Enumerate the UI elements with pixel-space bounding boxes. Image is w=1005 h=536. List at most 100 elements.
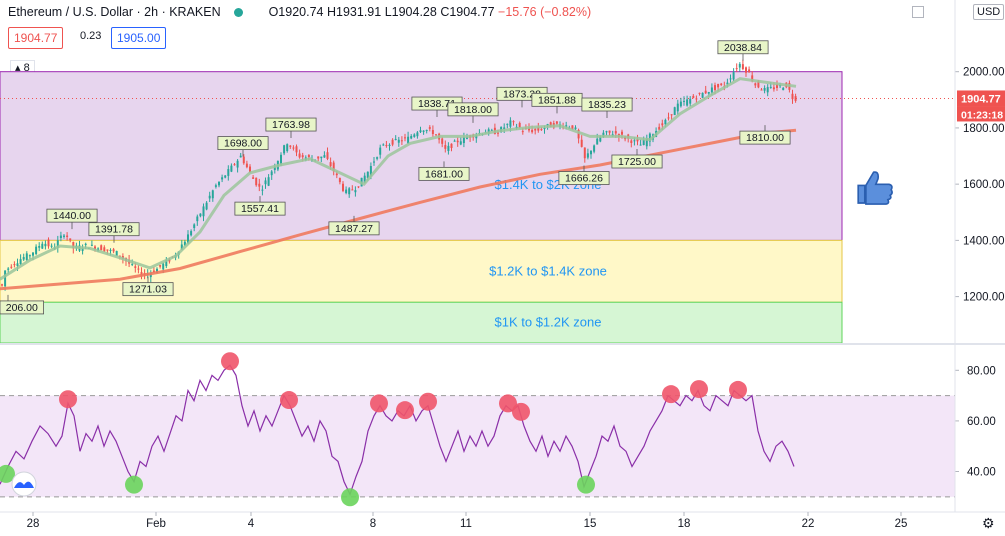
candle-body [416, 132, 419, 137]
interval-label[interactable]: 2h [144, 5, 159, 19]
candle-body [546, 124, 549, 126]
overbought-marker-3 [370, 394, 388, 413]
candle-body [503, 127, 506, 130]
buy-button[interactable]: 1905.00 [111, 27, 167, 49]
candle-body [348, 188, 351, 195]
candle-body [249, 166, 251, 173]
candle-body [686, 99, 689, 106]
overbought-marker-10 [729, 380, 747, 399]
symbol-title[interactable]: Ethereum / U.S. Dollar [8, 5, 134, 19]
candle-body [683, 100, 685, 102]
candle-body [769, 86, 772, 88]
sell-button[interactable]: 1904.77 [8, 27, 64, 49]
candle-body [459, 141, 462, 145]
time-tick-label-1: Feb [146, 518, 166, 530]
candle-body [112, 249, 115, 252]
swing-label-15: 1725.00 [618, 156, 656, 168]
candle-body [540, 129, 543, 131]
swing-label-box-13 [558, 171, 610, 185]
overbought-marker-7 [512, 402, 530, 421]
candle-body [447, 145, 450, 151]
candle-body [363, 175, 366, 183]
candle-body [766, 87, 769, 93]
candle-body [338, 177, 341, 183]
candle-body [109, 249, 112, 251]
candle-body [100, 245, 103, 251]
candle-body [772, 87, 775, 90]
candle-body [134, 266, 137, 268]
candle-body [490, 129, 493, 131]
candle-body [211, 190, 214, 199]
swing-label-7: 1487.27 [335, 223, 373, 235]
candle-body [555, 121, 558, 124]
ma-slow-line [0, 128, 797, 291]
candle-body [760, 89, 763, 91]
gear-icon[interactable]: ⚙ [982, 515, 995, 531]
candle-body [72, 242, 75, 249]
candle-body [531, 129, 534, 133]
swing-label-box-16 [717, 40, 769, 55]
candle-body [388, 144, 391, 146]
candle-body [106, 249, 109, 251]
candle-body [32, 252, 34, 256]
candle-body [667, 117, 670, 119]
time-tick-label-8: 25 [895, 518, 908, 530]
candle-body [689, 98, 692, 104]
candle-body [332, 162, 335, 172]
candle-body [512, 121, 515, 123]
candle-body [729, 78, 732, 80]
zone-label-1: $1.2K to $1.4K zone [489, 263, 607, 278]
candle-body [425, 129, 428, 131]
candle-body [379, 147, 382, 155]
exchange-separator: · [161, 5, 170, 19]
time-tick-label-3: 8 [370, 518, 376, 530]
candle-body [202, 206, 205, 217]
candle-body [242, 156, 245, 164]
candle-body [19, 259, 22, 265]
candle-body [335, 173, 338, 176]
currency-button[interactable]: USD [973, 4, 1005, 20]
candle-body [599, 136, 602, 142]
candle-body [165, 260, 168, 267]
candle-body [22, 257, 25, 260]
candle-body [404, 137, 406, 139]
candle-body [596, 138, 599, 145]
candle-body [283, 145, 286, 154]
swing-label-box-0 [0, 300, 44, 315]
chart-logo-icon [11, 471, 37, 497]
candle-body [608, 130, 611, 133]
thumbs-up-icon-price [857, 171, 893, 205]
candle-body [413, 134, 416, 137]
candle-body [261, 189, 264, 191]
candle-body [329, 162, 332, 167]
candle-body [453, 140, 456, 142]
maximize-icon[interactable] [912, 6, 924, 18]
candle-body [115, 251, 118, 256]
candle-body [521, 131, 524, 133]
spread-value: 0.23 [80, 30, 102, 42]
rsi-tick-label-2: 80.00 [967, 365, 996, 377]
candle-body [7, 268, 10, 270]
candle-body [69, 238, 72, 241]
candle-body [159, 265, 162, 267]
overbought-marker-8 [662, 385, 680, 404]
candle-body [118, 255, 121, 257]
open-value: O1920.74 [268, 5, 324, 19]
candle-body [726, 82, 729, 85]
candle-body [342, 183, 344, 191]
candle-body [509, 120, 512, 127]
candle-body [227, 169, 230, 176]
candle-body [187, 234, 189, 244]
candle-body [410, 136, 413, 139]
swing-label-box-2 [88, 222, 140, 237]
candle-body [81, 248, 84, 251]
swing-label-17: 1810.00 [746, 132, 784, 144]
swing-label-6: 1763.98 [272, 119, 310, 131]
swing-label-box-9 [418, 166, 470, 181]
oversold-marker-3 [577, 475, 595, 494]
candle-body [295, 146, 298, 153]
candle-body [320, 156, 323, 159]
candle-body [431, 130, 434, 135]
candle-body [621, 131, 623, 135]
